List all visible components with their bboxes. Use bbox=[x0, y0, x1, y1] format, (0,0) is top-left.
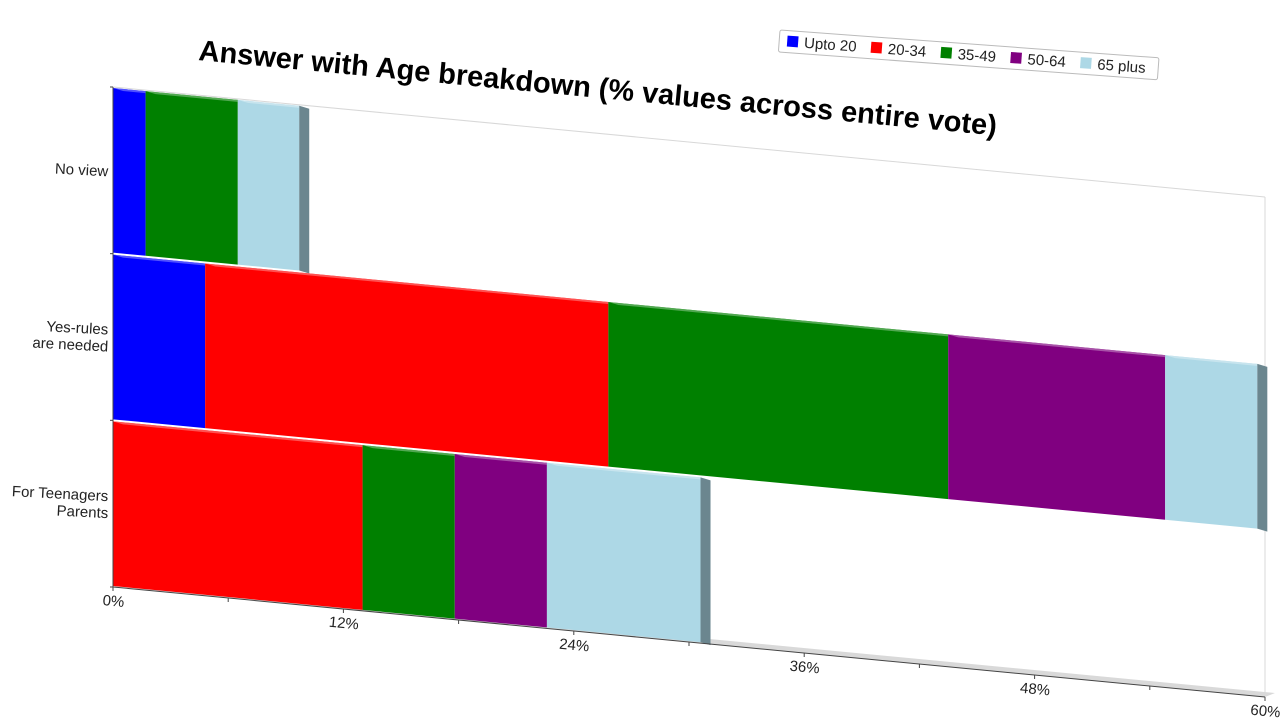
bar-segment-2-1[interactable] bbox=[113, 254, 206, 429]
legend-swatch bbox=[1080, 57, 1092, 69]
bar-top-2-4 bbox=[948, 334, 1176, 359]
bar-top-2-5 bbox=[1165, 355, 1268, 367]
category-label: Yes-rules bbox=[46, 318, 109, 338]
bar-end-cap-2 bbox=[1257, 363, 1268, 532]
legend-item-label[interactable]: 35-49 bbox=[957, 46, 997, 66]
bar-segment-3-5[interactable] bbox=[546, 462, 701, 643]
bar-top-2-1 bbox=[113, 254, 216, 267]
bar-end-cap-3 bbox=[700, 477, 711, 646]
bar-segment-1-5[interactable] bbox=[237, 99, 300, 271]
bar-top-1-1 bbox=[113, 88, 156, 95]
bar-top-2-2 bbox=[205, 263, 619, 305]
bar-top-1-3 bbox=[145, 91, 248, 103]
legend: Upto 20 20-34 35-49 50-64 65 plus bbox=[778, 29, 1160, 81]
bar-segment-2-5[interactable] bbox=[1165, 355, 1258, 529]
x-tick-label: 24% bbox=[558, 636, 590, 656]
bar-segment-1-3[interactable] bbox=[145, 91, 238, 265]
category-label: For Teenagers bbox=[11, 483, 108, 505]
x-tick-label: 48% bbox=[1019, 680, 1051, 700]
bar-segment-3-2[interactable] bbox=[113, 421, 363, 610]
bar-top-2-3 bbox=[608, 301, 959, 338]
legend-swatch bbox=[870, 41, 883, 54]
legend-item-label[interactable]: 20-34 bbox=[887, 41, 927, 61]
x-tick-label: 36% bbox=[789, 658, 821, 678]
bar-segment-2-2[interactable] bbox=[205, 263, 609, 467]
x-tick-label: 60% bbox=[1250, 702, 1280, 720]
bar-segment-3-4[interactable] bbox=[454, 453, 547, 628]
category-label: No view bbox=[55, 161, 109, 181]
bar-top-1-5 bbox=[237, 99, 310, 109]
legend-swatch bbox=[1010, 51, 1022, 64]
legend-item-label[interactable]: Upto 20 bbox=[803, 35, 857, 56]
bar-end-cap-1 bbox=[299, 105, 310, 274]
bar-segment-2-3[interactable] bbox=[608, 301, 949, 500]
plot-top-edge bbox=[112, 86, 1266, 198]
bar-top-3-5 bbox=[546, 462, 711, 481]
bar-top-3-4 bbox=[454, 453, 557, 466]
bar-top-3-3 bbox=[362, 445, 465, 457]
bar-top-3-2 bbox=[113, 421, 373, 449]
x-tick-label: 0% bbox=[102, 592, 125, 611]
legend-item-label[interactable]: 65 plus bbox=[1097, 56, 1146, 76]
legend-item-label[interactable]: 50-64 bbox=[1027, 51, 1067, 71]
bar-segment-1-1[interactable] bbox=[113, 88, 146, 256]
x-tick-label: 12% bbox=[328, 614, 360, 634]
bar-segment-3-3[interactable] bbox=[362, 445, 455, 619]
legend-swatch bbox=[940, 46, 953, 59]
legend-swatch bbox=[786, 35, 799, 48]
bar-segment-2-4[interactable] bbox=[948, 334, 1166, 520]
category-label: are needed bbox=[32, 335, 109, 356]
category-label: Parents bbox=[56, 502, 109, 522]
